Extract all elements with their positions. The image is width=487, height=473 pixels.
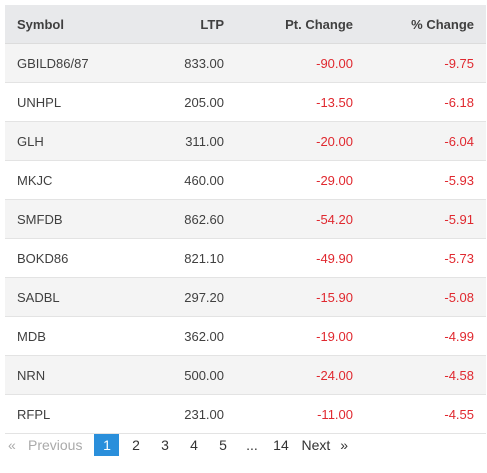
- pct-change-cell: -5.08: [353, 277, 486, 317]
- symbol-cell: NRN: [5, 355, 133, 395]
- table-row[interactable]: GBILD86/87 833.00 -90.00 -9.75: [5, 43, 486, 83]
- page-link-1[interactable]: 1: [94, 434, 120, 456]
- table-row[interactable]: UNHPL 205.00 -13.50 -6.18: [5, 82, 486, 122]
- pt-change-cell: -90.00: [224, 43, 353, 83]
- page-link-4[interactable]: 4: [190, 437, 198, 453]
- table-row[interactable]: MKJC 460.00 -29.00 -5.93: [5, 160, 486, 200]
- pt-change-cell: -15.90: [224, 277, 353, 317]
- pt-change-cell: -13.50: [224, 82, 353, 122]
- pt-change-cell: -20.00: [224, 121, 353, 161]
- symbol-cell: GLH: [5, 121, 133, 161]
- symbol-cell: MDB: [5, 316, 133, 356]
- pct-change-cell: -4.99: [353, 316, 486, 356]
- table-row[interactable]: MDB 362.00 -19.00 -4.99: [5, 316, 486, 356]
- page-link-last[interactable]: 14: [273, 437, 289, 453]
- ltp-cell: 460.00: [133, 160, 224, 200]
- table-row[interactable]: RFPL 231.00 -11.00 -4.55: [5, 394, 486, 434]
- ltp-cell: 500.00: [133, 355, 224, 395]
- pagination: « Previous 1 2 3 4 5 ... 14 Next »: [8, 434, 348, 456]
- table-row[interactable]: GLH 311.00 -20.00 -6.04: [5, 121, 486, 161]
- table-row[interactable]: SADBL 297.20 -15.90 -5.08: [5, 277, 486, 317]
- column-header-pt-change[interactable]: Pt. Change: [224, 5, 353, 44]
- symbol-cell: RFPL: [5, 394, 133, 434]
- page-link-2[interactable]: 2: [132, 437, 140, 453]
- ltp-cell: 821.10: [133, 238, 224, 278]
- pct-change-cell: -5.91: [353, 199, 486, 239]
- pct-change-cell: -9.75: [353, 43, 486, 83]
- pct-change-cell: -4.58: [353, 355, 486, 395]
- ltp-cell: 231.00: [133, 394, 224, 434]
- page-link-5[interactable]: 5: [219, 437, 227, 453]
- pct-change-cell: -4.55: [353, 394, 486, 434]
- ltp-cell: 862.60: [133, 199, 224, 239]
- table-row[interactable]: SMFDB 862.60 -54.20 -5.91: [5, 199, 486, 239]
- ltp-cell: 205.00: [133, 82, 224, 122]
- pt-change-cell: -24.00: [224, 355, 353, 395]
- pct-change-cell: -6.04: [353, 121, 486, 161]
- column-header-pct-change[interactable]: % Change: [353, 5, 486, 44]
- pct-change-cell: -5.93: [353, 160, 486, 200]
- table-row[interactable]: BOKD86 821.10 -49.90 -5.73: [5, 238, 486, 278]
- page-link-3[interactable]: 3: [161, 437, 169, 453]
- market-table: Symbol LTP Pt. Change % Change GBILD86/8…: [5, 5, 486, 434]
- table-row[interactable]: NRN 500.00 -24.00 -4.58: [5, 355, 486, 395]
- ltp-cell: 297.20: [133, 277, 224, 317]
- pt-change-cell: -11.00: [224, 394, 353, 434]
- symbol-cell: GBILD86/87: [5, 43, 133, 83]
- symbol-cell: UNHPL: [5, 82, 133, 122]
- pt-change-cell: -19.00: [224, 316, 353, 356]
- symbol-cell: SADBL: [5, 277, 133, 317]
- column-header-ltp[interactable]: LTP: [133, 5, 224, 44]
- next-page-link[interactable]: Next: [301, 437, 331, 453]
- next-arrow-icon[interactable]: »: [340, 437, 349, 453]
- symbol-cell: BOKD86: [5, 238, 133, 278]
- previous-arrow-icon[interactable]: «: [8, 437, 16, 453]
- pt-change-cell: -49.90: [224, 238, 353, 278]
- pagination-ellipsis: ...: [246, 437, 258, 453]
- symbol-cell: MKJC: [5, 160, 133, 200]
- pct-change-cell: -5.73: [353, 238, 486, 278]
- previous-page-link[interactable]: Previous: [28, 437, 83, 453]
- table-body: GBILD86/87 833.00 -90.00 -9.75 UNHPL 205.00 -1…: [5, 43, 486, 434]
- pt-change-cell: -54.20: [224, 199, 353, 239]
- symbol-cell: SMFDB: [5, 199, 133, 239]
- pct-change-cell: -6.18: [353, 82, 486, 122]
- pt-change-cell: -29.00: [224, 160, 353, 200]
- ltp-cell: 362.00: [133, 316, 224, 356]
- table-header-row: Symbol LTP Pt. Change % Change: [5, 5, 486, 44]
- ltp-cell: 311.00: [133, 121, 224, 161]
- ltp-cell: 833.00: [133, 43, 224, 83]
- column-header-symbol[interactable]: Symbol: [5, 5, 133, 44]
